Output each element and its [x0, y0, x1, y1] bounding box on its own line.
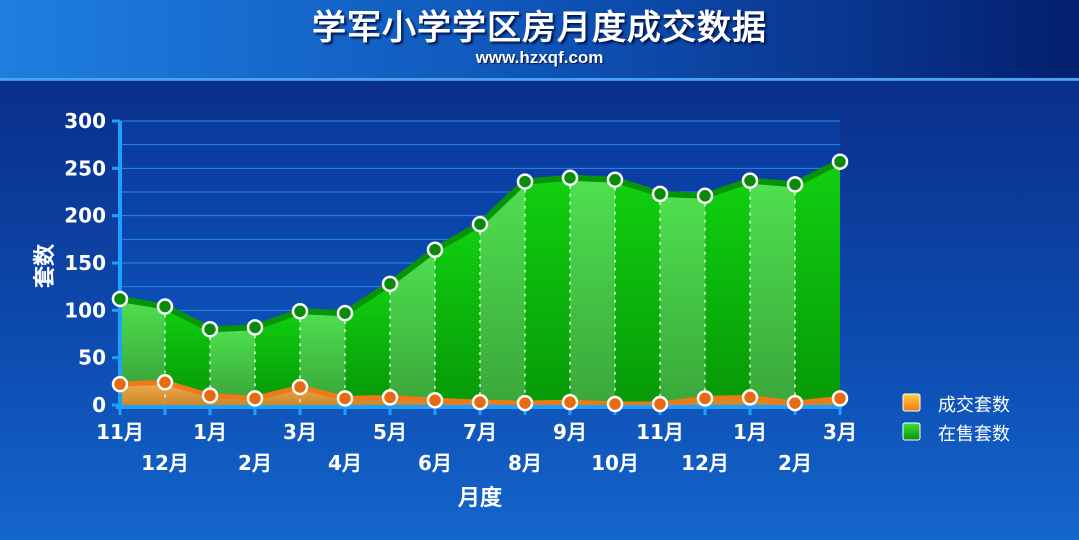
point-sold — [156, 374, 174, 391]
y-tick-label: 200 — [64, 204, 106, 228]
listed-area-band — [210, 327, 255, 399]
x-tick-label: 11月 — [636, 420, 684, 444]
y-tick-label: 250 — [64, 156, 106, 180]
x-tick-label: 3月 — [823, 420, 857, 444]
header: 学军小学学区房月度成交数据 www.hzxqf.com — [0, 0, 1079, 80]
chart-title: 学军小学学区房月度成交数据 — [312, 8, 767, 48]
y-axis-title: 套数 — [32, 243, 58, 288]
y-tick-label: 300 — [64, 109, 106, 133]
listed-area-band — [345, 283, 390, 399]
x-tick-label: 5月 — [373, 420, 407, 444]
x-axis-title: 月度 — [457, 485, 503, 511]
chart-subtitle: www.hzxqf.com — [475, 48, 604, 67]
legend-swatch-listed — [902, 422, 921, 441]
listed-area-band — [390, 249, 435, 401]
x-tick-label: 11月 — [96, 420, 144, 444]
y-tick-label: 0 — [92, 393, 106, 417]
point-listed — [696, 187, 714, 205]
legend-label-sold: 成交套数 — [938, 395, 1010, 416]
point-listed — [111, 290, 129, 308]
legend: 成交套数 在售套数 — [902, 393, 1010, 445]
listed-area-band — [255, 311, 300, 399]
point-listed — [561, 169, 579, 187]
point-sold — [426, 392, 444, 409]
x-tick-label: 12月 — [141, 451, 189, 475]
y-tick-labels: 0 50 100 150 200 250 300 — [64, 109, 106, 417]
point-sold — [201, 387, 219, 404]
point-listed — [516, 173, 534, 190]
listed-area-band — [570, 177, 615, 405]
listed-area-band — [480, 181, 525, 404]
point-listed — [471, 215, 489, 233]
x-tick-label: 1月 — [733, 420, 767, 444]
point-listed — [651, 185, 669, 203]
point-sold — [606, 395, 624, 413]
point-sold — [516, 394, 534, 412]
point-listed — [246, 319, 264, 336]
plot-area: 0 50 100 150 200 250 300 11月 12月 1月 2月 3月 4月 5月 6月 7月 8… — [0, 80, 1079, 540]
point-listed — [831, 153, 849, 170]
x-tick-label: 6月 — [418, 451, 452, 475]
listed-area-band — [120, 298, 165, 385]
listed-area-band — [435, 224, 480, 403]
x-tick-label: 7月 — [463, 420, 497, 444]
point-sold — [561, 393, 579, 411]
legend-swatch-sold — [902, 393, 921, 412]
legend-label-listed: 在售套数 — [938, 424, 1010, 445]
point-sold — [831, 390, 849, 407]
x-tick-label: 10月 — [591, 451, 639, 475]
listed-area-band — [300, 311, 345, 399]
listed-area-band — [660, 193, 705, 405]
y-tick-label: 100 — [64, 298, 106, 322]
point-sold — [111, 375, 129, 393]
x-tick-label: 1月 — [193, 420, 227, 444]
point-listed — [786, 176, 804, 193]
point-listed — [606, 171, 624, 188]
point-listed — [381, 275, 399, 293]
listed-area-band — [795, 161, 840, 404]
x-tick-label: 9月 — [553, 420, 587, 444]
point-sold — [696, 390, 714, 407]
point-listed — [426, 241, 444, 258]
point-listed — [741, 172, 759, 189]
point-sold — [651, 395, 669, 413]
point-sold — [291, 378, 309, 396]
month-dividers — [164, 185, 796, 403]
listed-area-band — [525, 177, 570, 404]
listed-area — [120, 161, 840, 405]
x-tick-label: 2月 — [778, 451, 812, 475]
point-sold — [246, 390, 264, 407]
listed-area-band — [705, 180, 750, 399]
point-sold — [471, 393, 489, 411]
point-sold — [381, 389, 399, 406]
listed-area-band — [165, 306, 210, 396]
data-points — [111, 153, 849, 413]
point-listed — [156, 298, 174, 315]
x-tick-label: 2月 — [238, 451, 272, 475]
point-sold — [786, 394, 804, 412]
x-tick-label: 4月 — [328, 451, 362, 475]
y-tick-label: 150 — [64, 251, 106, 275]
x-tick-label: 3月 — [283, 420, 317, 444]
y-tick-label: 50 — [78, 346, 106, 370]
point-listed — [336, 304, 354, 322]
listed-area-band — [615, 179, 660, 405]
point-sold — [741, 389, 759, 406]
listed-area-band — [750, 180, 795, 404]
point-listed — [291, 303, 309, 320]
x-tick-label: 12月 — [681, 451, 729, 475]
point-sold — [336, 390, 354, 407]
point-listed — [201, 321, 219, 338]
x-tick-label: 8月 — [508, 451, 542, 475]
